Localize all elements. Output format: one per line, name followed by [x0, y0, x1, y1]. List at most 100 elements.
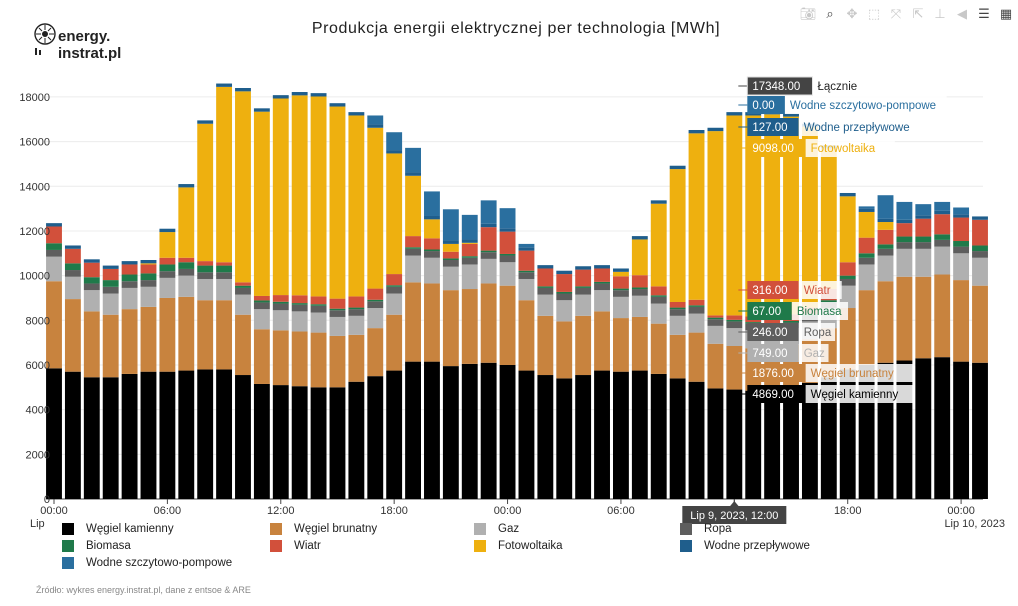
bar-segment[interactable] [367, 124, 384, 128]
bar-segment[interactable] [896, 201, 913, 220]
bar-segment[interactable] [575, 294, 592, 316]
bar-segment[interactable] [877, 244, 894, 249]
bar-segment[interactable] [216, 262, 233, 266]
bar-segment[interactable] [726, 328, 743, 346]
bar-segment[interactable] [64, 270, 81, 277]
bar-segment[interactable] [839, 196, 856, 263]
bar-segment[interactable] [783, 387, 799, 499]
bar-segment[interactable] [140, 259, 157, 264]
bar-segment[interactable] [745, 115, 762, 317]
bar-segment[interactable] [159, 371, 176, 499]
bar-segment[interactable] [707, 388, 724, 499]
bar-segment[interactable] [424, 257, 440, 284]
bar-segment[interactable] [386, 370, 403, 499]
bar-segment[interactable] [518, 270, 535, 273]
bar-segment[interactable] [102, 314, 119, 378]
bar-segment[interactable] [178, 257, 195, 263]
bar-segment[interactable] [650, 323, 667, 374]
bar-segment[interactable] [216, 86, 233, 263]
bar-segment[interactable] [121, 274, 138, 282]
bar-segment[interactable] [499, 228, 516, 232]
bar-segment[interactable] [348, 307, 365, 310]
bar-segment[interactable] [631, 289, 648, 296]
bar-segment[interactable] [367, 288, 384, 300]
bar-segment[interactable] [499, 208, 516, 229]
bar-segment[interactable] [537, 375, 554, 499]
bar-segment[interactable] [896, 219, 913, 224]
bar-segment[interactable] [669, 301, 686, 308]
bar-segment[interactable] [613, 371, 629, 499]
bar-segment[interactable] [669, 315, 686, 335]
bar-segment[interactable] [953, 361, 970, 499]
bar-segment[interactable] [613, 288, 629, 291]
bar-segment[interactable] [253, 329, 270, 384]
bar-segment[interactable] [820, 148, 837, 290]
bar-segment[interactable] [537, 268, 554, 287]
bar-segment[interactable] [235, 91, 251, 283]
bar-segment[interactable] [140, 273, 157, 281]
bar-segment[interactable] [367, 301, 384, 309]
bar-segment[interactable] [46, 243, 62, 250]
bar-segment[interactable] [216, 369, 233, 499]
bar-segment[interactable] [801, 382, 818, 499]
bar-segment[interactable] [83, 290, 100, 312]
bar-segment[interactable] [613, 318, 629, 372]
bar-segment[interactable] [386, 132, 403, 151]
bar-segment[interactable] [764, 390, 781, 499]
bar-segment[interactable] [669, 169, 686, 302]
box-select-icon[interactable]: ⬚ [867, 6, 881, 21]
bar-segment[interactable] [556, 274, 573, 292]
bar-segment[interactable] [877, 222, 894, 230]
bar-segment[interactable] [934, 246, 951, 275]
bar-segment[interactable] [688, 306, 705, 314]
bar-segment[interactable] [556, 270, 573, 275]
bar-segment[interactable] [556, 291, 573, 294]
bar-segment[interactable] [650, 373, 667, 499]
bar-segment[interactable] [669, 165, 686, 170]
bar-segment[interactable] [386, 150, 403, 154]
bar-segment[interactable] [367, 299, 384, 302]
bar-segment[interactable] [367, 127, 384, 289]
bar-segment[interactable] [688, 313, 705, 333]
bar-segment[interactable] [688, 299, 705, 306]
legend-item[interactable]: Gaz [474, 523, 519, 535]
bar-segment[interactable] [783, 113, 799, 117]
bar-segment[interactable] [197, 120, 214, 124]
bar-segment[interactable] [291, 331, 308, 387]
bar-segment[interactable] [972, 219, 988, 246]
bar-segment[interactable] [442, 258, 459, 260]
bar-segment[interactable] [764, 317, 781, 325]
bar-segment[interactable] [272, 301, 289, 304]
bar-segment[interactable] [140, 286, 157, 307]
legend-item[interactable]: Wodne przepływowe [680, 540, 810, 552]
bar-segment[interactable] [442, 209, 459, 241]
bar-segment[interactable] [46, 249, 62, 257]
bar-segment[interactable] [480, 227, 497, 251]
bar-segment[interactable] [46, 226, 62, 244]
bar-segment[interactable] [442, 266, 459, 291]
bar-segment[interactable] [64, 371, 81, 499]
hover-closest-icon[interactable]: ◀ [957, 6, 967, 21]
bar-segment[interactable] [556, 293, 573, 301]
legend-item[interactable]: Biomasa [62, 540, 131, 552]
bar-segment[interactable] [216, 272, 233, 279]
bar-segment[interactable] [707, 317, 724, 320]
bar-segment[interactable] [424, 283, 440, 362]
bar-segment[interactable] [197, 123, 214, 262]
bar-segment[interactable] [953, 207, 970, 215]
bar-segment[interactable] [291, 295, 308, 304]
bar-segment[interactable] [594, 265, 610, 269]
bar-segment[interactable] [915, 218, 932, 237]
bar-segment[interactable] [650, 200, 667, 204]
legend-item[interactable]: Wodne szczytowo-pompowe [62, 557, 232, 569]
bar-segment[interactable] [613, 271, 629, 277]
bar-segment[interactable] [688, 332, 705, 382]
bar-segment[interactable] [669, 309, 686, 316]
bar-segment[interactable] [518, 243, 535, 248]
bar-segment[interactable] [442, 240, 459, 244]
bar-segment[interactable] [858, 253, 875, 258]
bar-segment[interactable] [726, 389, 743, 499]
bar-segment[interactable] [707, 325, 724, 344]
bar-segment[interactable] [272, 385, 289, 499]
zoom-icon[interactable]: ⌕ [826, 6, 834, 21]
